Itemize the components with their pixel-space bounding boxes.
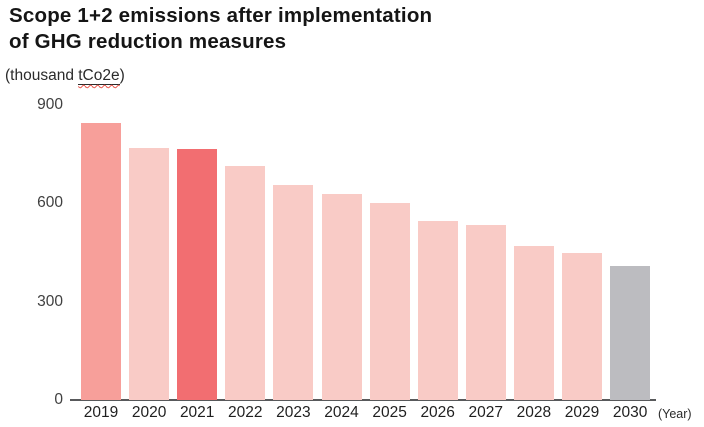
unit-label-tco2e: tCo2e [78,67,120,85]
x-label-2019: 2019 [83,404,119,421]
x-label-2022: 2022 [228,404,263,421]
bar-2022 [225,165,266,400]
bar-2027 [465,224,506,400]
y-tick-900: 900 [37,96,63,113]
x-label-2020: 2020 [131,404,167,421]
x-label-2029: 2029 [564,404,600,421]
chart-title-line2: of GHG reduction measures [9,30,287,53]
x-label-2026: 2026 [420,404,455,421]
y-tick-600: 600 [37,194,63,212]
bar-2023 [273,185,314,400]
bar-2030 [610,265,651,400]
x-label-2023: 2023 [276,404,311,421]
unit-label-prefix: (thousand [5,67,79,84]
chart-title-line1: Scope 1+2 emissions after implementation [9,4,433,27]
bar-2020 [129,147,170,400]
bar-2019 [81,123,121,400]
bar-2021 [177,149,218,400]
x-label-2024: 2024 [324,404,359,421]
x-label-2025: 2025 [372,404,407,421]
y-axis-unit-label: (thousand tCo2e) [5,67,125,85]
x-axis-line [70,399,656,401]
x-label-2021: 2021 [179,404,215,421]
x-axis-year-label: (Year) [658,407,692,421]
x-label-2028: 2028 [516,404,552,421]
chart-title: Scope 1+2 emissions after implementation… [9,3,432,55]
bar-2028 [513,245,554,400]
y-tick-0: 0 [54,391,63,408]
y-tick-300: 300 [37,292,63,310]
x-label-2030: 2030 [612,404,648,421]
x-label-2027: 2027 [468,404,504,421]
bar-2029 [562,252,602,400]
bar-2025 [369,203,410,400]
bar-2026 [417,221,458,400]
bar-2024 [321,193,362,400]
unit-label-suffix: ) [119,67,125,84]
